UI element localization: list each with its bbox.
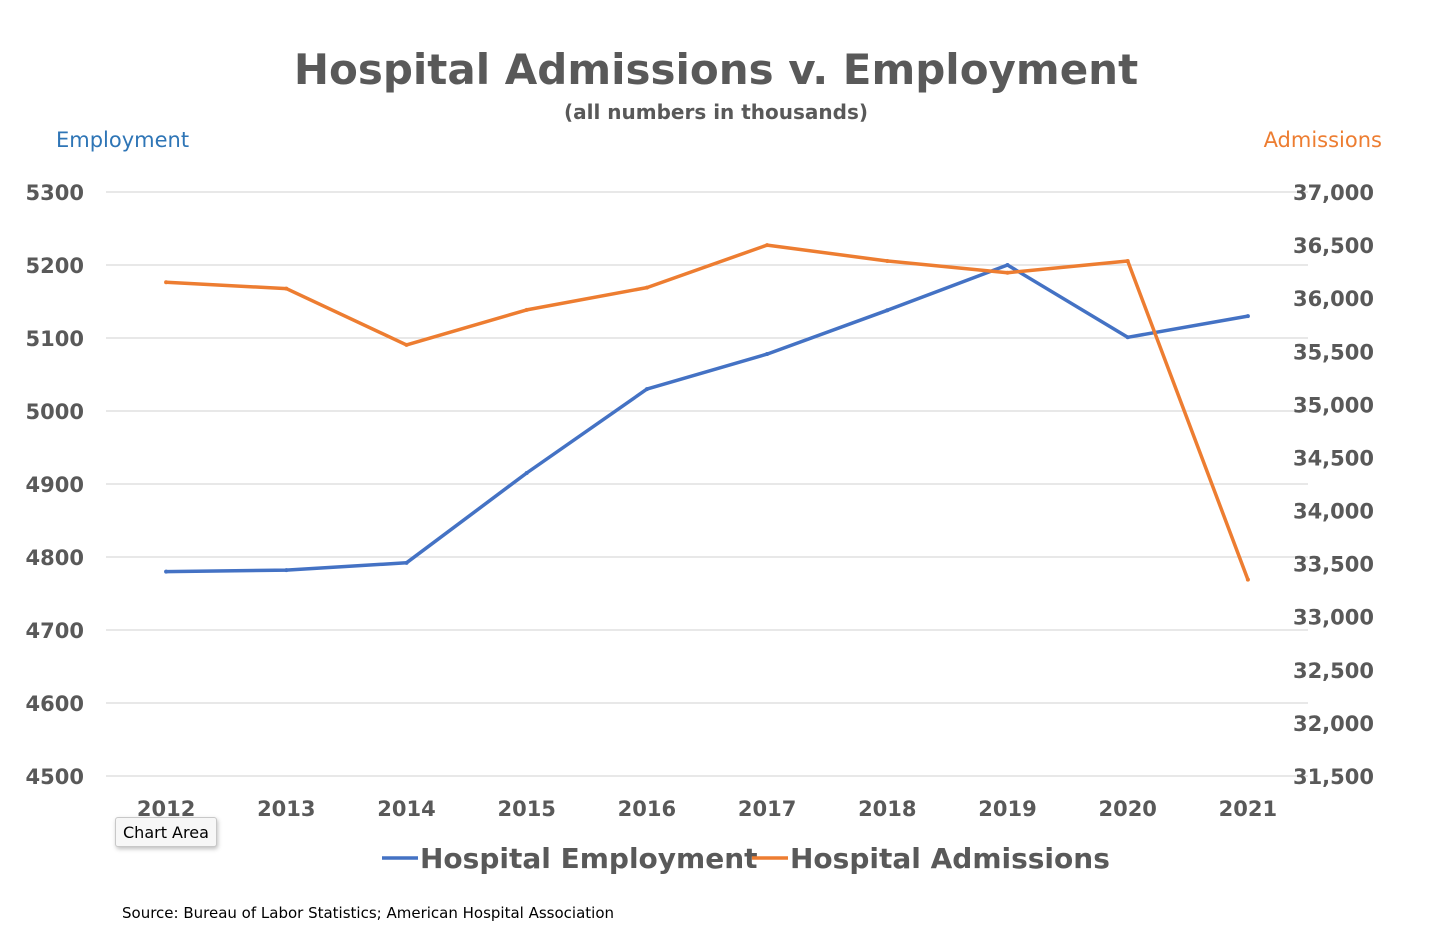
x-tick-label: 2017 [738, 797, 796, 821]
x-tick-label: 2018 [858, 797, 916, 821]
legend[interactable]: Hospital Employment Hospital Admissions [382, 842, 1110, 875]
right-tick-label: 32,500 [1293, 659, 1374, 683]
x-axis-ticks: 2012 2013 2014 2015 2016 2017 2018 2019 2020 2021 [137, 797, 1277, 821]
x-tick-label: 2013 [257, 797, 315, 821]
x-tick-label: 2016 [618, 797, 676, 821]
chart-area-tooltip: Chart Area [115, 817, 217, 847]
left-tick-label: 4600 [26, 692, 84, 716]
left-tick-label: 4500 [26, 765, 84, 789]
right-tick-label: 35,000 [1293, 393, 1374, 417]
hospital-employment-point [1245, 314, 1250, 319]
hospital-admissions-point [284, 286, 289, 291]
right-tick-label: 31,500 [1293, 765, 1374, 789]
x-tick-label: 2019 [978, 797, 1036, 821]
x-tick-label: 2021 [1219, 797, 1277, 821]
right-tick-label: 33,500 [1293, 553, 1374, 577]
left-tick-label: 4900 [26, 473, 84, 497]
hospital-employment-point [1005, 263, 1010, 267]
hospital-employment-point [765, 352, 770, 357]
chart-title: Hospital Admissions v. Employment [294, 45, 1138, 94]
right-tick-label: 36,000 [1293, 287, 1374, 311]
hospital-admissions-point [1125, 259, 1130, 264]
hospital-admissions-point [404, 342, 409, 347]
right-tick-label: 34,500 [1293, 446, 1374, 470]
hospital-admissions-point [885, 259, 890, 264]
x-tick-label: 2015 [497, 797, 555, 821]
right-tick-label: 37,000 [1293, 181, 1374, 205]
hospital-employment-point [284, 568, 289, 573]
right-tick-label: 36,500 [1293, 234, 1374, 258]
left-tick-label: 4700 [26, 619, 84, 643]
right-axis-title: Admissions [1264, 128, 1382, 152]
hospital-employment-point [644, 387, 649, 392]
left-tick-label: 5000 [26, 400, 84, 424]
hospital-admissions-line [164, 243, 1250, 582]
hospital-employment-point [524, 471, 529, 476]
legend-item-hospital-admissions[interactable]: Hospital Admissions [752, 842, 1110, 875]
hospital-employment-line [164, 263, 1250, 574]
left-axis-ticks: 4500 4600 4700 4800 4900 5000 5100 5200 5300 [26, 181, 84, 789]
hospital-admissions-point [1005, 270, 1010, 275]
left-tick-label: 5100 [26, 327, 84, 351]
left-tick-label: 4800 [26, 546, 84, 570]
x-tick-label: 2020 [1098, 797, 1156, 821]
hospital-admissions-point [765, 243, 770, 248]
hospital-employment-point [404, 560, 409, 565]
hospital-admissions-point [524, 307, 529, 312]
left-tick-label: 5200 [26, 254, 84, 278]
source-note: Source: Bureau of Labor Statistics; Amer… [122, 904, 614, 922]
right-tick-label: 35,500 [1293, 340, 1374, 364]
legend-item-hospital-employment[interactable]: Hospital Employment [382, 842, 758, 875]
hospital-admissions-point [164, 280, 169, 285]
right-tick-label: 34,000 [1293, 500, 1374, 524]
hospital-admissions-point [644, 285, 649, 290]
x-tick-label: 2014 [377, 797, 435, 821]
legend-label: Hospital Admissions [790, 842, 1110, 875]
hospital-admissions-point [1245, 577, 1250, 582]
hospital-employment-point [885, 308, 890, 313]
right-tick-label: 33,000 [1293, 606, 1374, 630]
legend-label: Hospital Employment [420, 842, 758, 875]
chart-subtitle: (all numbers in thousands) [564, 100, 868, 124]
right-tick-label: 32,000 [1293, 712, 1374, 736]
gridlines [106, 191, 1308, 777]
right-axis-ticks: 31,500 32,000 32,500 33,000 33,500 34,000 34,5… [1293, 181, 1374, 789]
series-lines [164, 243, 1250, 582]
left-tick-label: 5300 [26, 181, 84, 205]
hospital-employment-point [164, 569, 169, 574]
hospital-employment-point [1125, 335, 1130, 340]
left-axis-title: Employment [56, 128, 189, 152]
